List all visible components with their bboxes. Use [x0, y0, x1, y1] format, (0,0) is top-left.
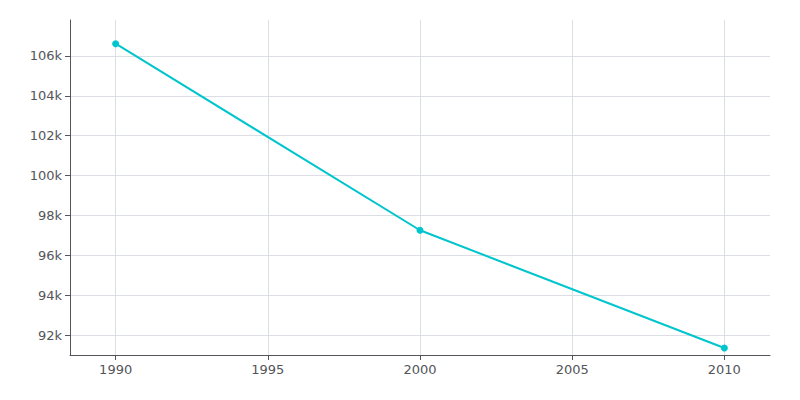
- svg-text:92k: 92k: [38, 328, 63, 343]
- svg-text:102k: 102k: [30, 128, 63, 143]
- svg-text:96k: 96k: [38, 248, 63, 263]
- svg-text:2010: 2010: [708, 362, 741, 377]
- svg-text:98k: 98k: [38, 208, 63, 223]
- svg-text:104k: 104k: [30, 88, 63, 103]
- svg-text:106k: 106k: [30, 48, 63, 63]
- svg-text:2000: 2000: [403, 362, 436, 377]
- svg-text:1995: 1995: [251, 362, 284, 377]
- svg-text:2005: 2005: [556, 362, 589, 377]
- svg-text:100k: 100k: [30, 168, 63, 183]
- svg-text:94k: 94k: [38, 288, 63, 303]
- svg-text:1990: 1990: [99, 362, 132, 377]
